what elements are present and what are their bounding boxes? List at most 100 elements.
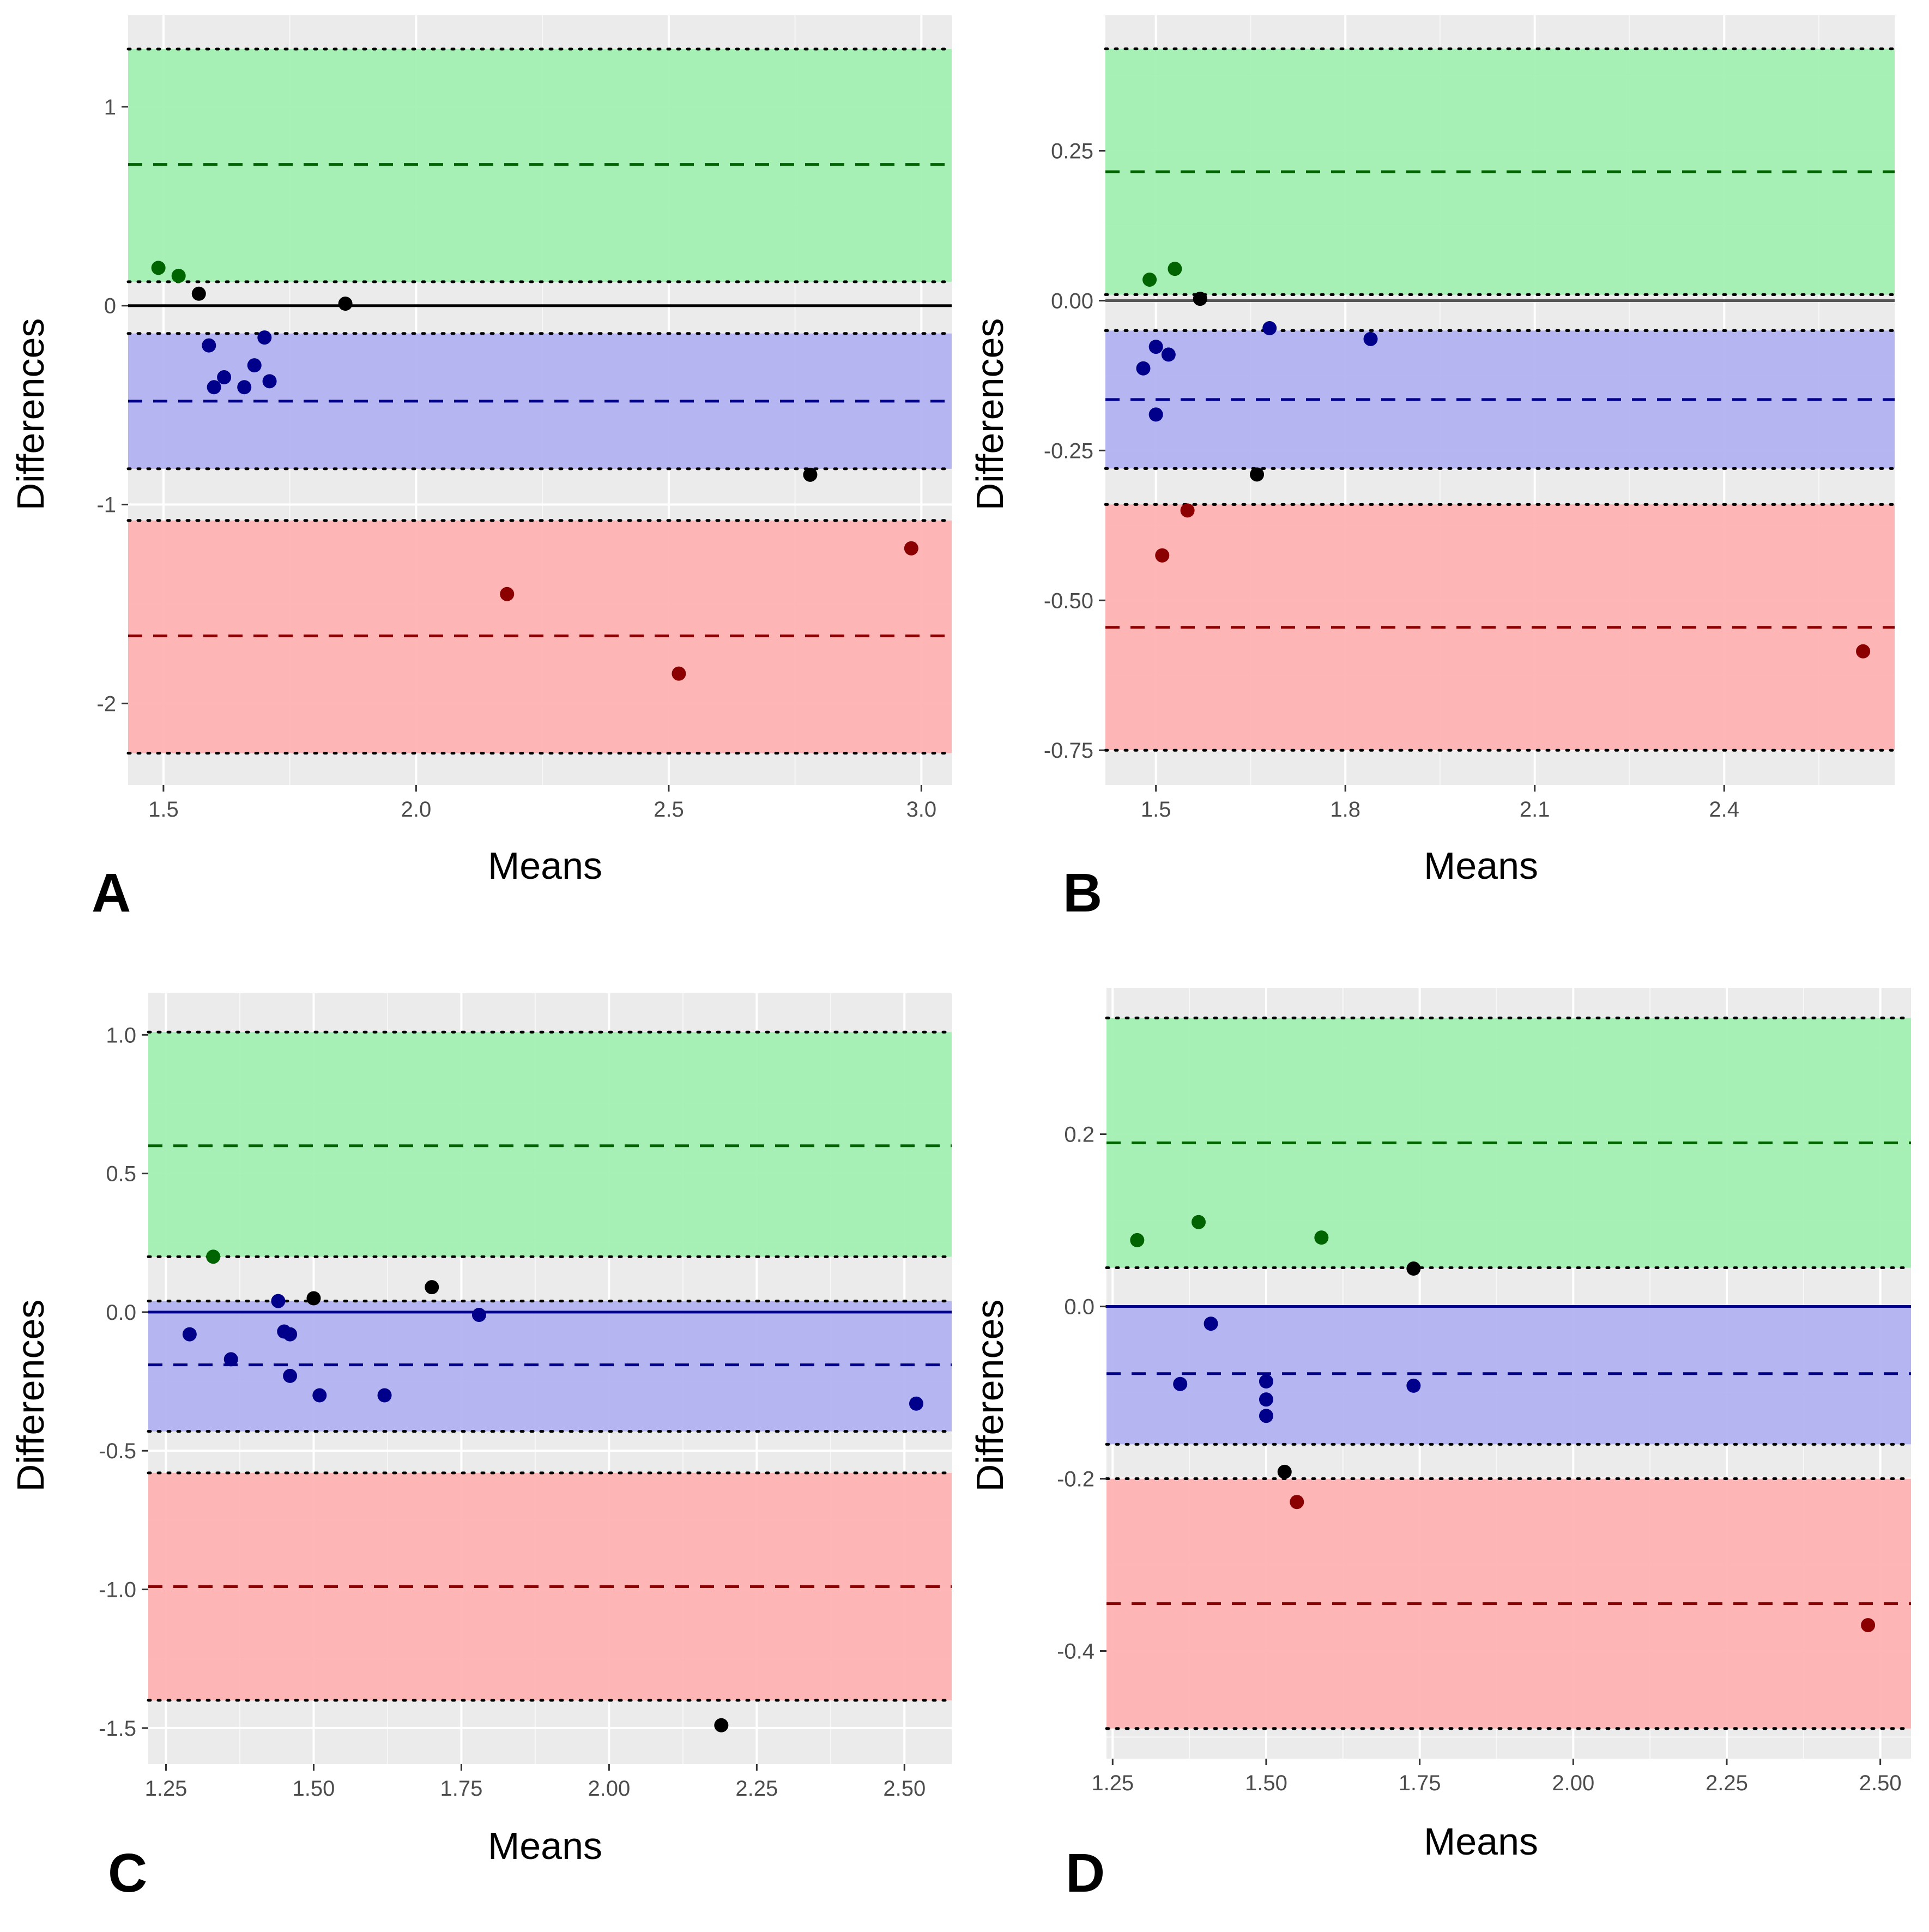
data-point [1173, 1376, 1188, 1391]
data-point [1148, 407, 1163, 422]
y-tick-label: -1 [96, 493, 116, 517]
y-tick-label: -1.0 [99, 1578, 136, 1602]
lower-band [1105, 504, 1895, 751]
panel-d: 1.25 1.50 1.75 2.00 2.25 2.50 -0.4 -0.2 0.0 0.2 Me… [969, 988, 1913, 1904]
data-point [1856, 644, 1871, 659]
data-point [377, 1388, 392, 1403]
data-point [1142, 272, 1157, 287]
y-tick-label: -0.50 [1044, 589, 1093, 613]
panel-letter: B [1063, 862, 1102, 923]
x-tick-label: 2.0 [401, 798, 432, 822]
x-tick-label: 1.25 [1091, 1771, 1134, 1795]
x-axis-title: Means [1424, 1820, 1538, 1863]
y-tick-label: -0.2 [1057, 1468, 1094, 1492]
data-point [1136, 361, 1151, 376]
data-point [206, 1249, 221, 1264]
x-tick-label: 1.5 [148, 798, 179, 822]
data-point [1406, 1261, 1421, 1276]
x-tick-label: 2.00 [588, 1777, 630, 1801]
data-point [171, 268, 186, 283]
y-axis-title: Differences [9, 1300, 52, 1492]
data-point [1180, 503, 1195, 518]
y-tick-label: -0.25 [1044, 439, 1093, 463]
data-point [1192, 1215, 1206, 1229]
data-point [803, 467, 818, 482]
x-tick-label: 2.1 [1520, 798, 1550, 822]
y-tick-label: -1.5 [99, 1717, 136, 1741]
data-point [1193, 292, 1207, 306]
x-tick-label: 2.5 [654, 798, 684, 822]
x-axis-title: Means [488, 1825, 602, 1867]
data-point [672, 666, 686, 681]
data-point [1314, 1230, 1329, 1245]
data-point [1363, 331, 1378, 346]
data-point [500, 587, 515, 601]
y-tick-label: 0.0 [1064, 1295, 1094, 1319]
panel-c: 1.25 1.50 1.75 2.00 2.25 2.50 -1.5 -1.0 -0.5 0.0 0… [9, 993, 953, 1904]
x-tick-label: 1.5 [1141, 798, 1171, 822]
x-axis-title: Means [488, 844, 602, 887]
data-point [1259, 1409, 1273, 1423]
x-tick-label: 1.50 [1245, 1771, 1287, 1795]
data-point [425, 1280, 439, 1295]
y-axis-title: Differences [9, 318, 52, 511]
data-point [1277, 1464, 1292, 1479]
y-tick-label: 0.0 [106, 1301, 136, 1325]
x-tick-label: 1.50 [293, 1777, 335, 1801]
data-point [271, 1294, 286, 1308]
data-point [207, 380, 221, 395]
y-tick-label: -0.4 [1057, 1640, 1094, 1664]
x-tick-label: 2.25 [1706, 1771, 1748, 1795]
x-tick-label: 2.00 [1552, 1771, 1594, 1795]
data-point [182, 1327, 197, 1342]
y-tick-label: 0.25 [1051, 140, 1093, 164]
data-point [1148, 340, 1163, 354]
panel-letter: A [92, 862, 131, 923]
middle-band [1105, 330, 1895, 469]
upper-band [1105, 49, 1895, 295]
panel-b: 1.5 1.8 2.1 2.4 -0.75 -0.50 -0.25 0.00 0.25 Means… [969, 15, 1896, 923]
data-point [262, 374, 277, 389]
data-point [151, 261, 166, 275]
data-point [257, 330, 272, 345]
data-point [1155, 548, 1170, 563]
data-point [1204, 1317, 1218, 1331]
x-tick-label: 2.4 [1709, 798, 1739, 822]
data-point [223, 1352, 238, 1367]
data-point [1262, 321, 1277, 336]
x-tick-label: 2.50 [1859, 1771, 1902, 1795]
data-point [1161, 347, 1176, 362]
upper-band [148, 1032, 952, 1257]
data-point [471, 1308, 486, 1323]
data-point [714, 1718, 729, 1732]
data-point [1290, 1495, 1304, 1510]
data-point [237, 380, 252, 395]
y-tick-label: 1 [104, 95, 116, 119]
panel-letter: D [1066, 1843, 1105, 1904]
data-point [202, 338, 216, 353]
data-point [1259, 1392, 1273, 1407]
y-tick-label: 1.0 [106, 1023, 136, 1047]
x-tick-label: 2.25 [735, 1777, 778, 1801]
x-tick-label: 1.8 [1330, 798, 1360, 822]
y-tick-label: -0.75 [1044, 739, 1093, 763]
data-point [191, 286, 206, 301]
data-point [306, 1291, 321, 1306]
data-point [283, 1327, 298, 1342]
data-point [312, 1388, 327, 1403]
data-point [1250, 467, 1265, 482]
panel-a: 1.5 2.0 2.5 3.0 -2 -1 0 1 Means Differences A [9, 15, 953, 923]
data-point [1861, 1618, 1876, 1633]
data-point [283, 1368, 298, 1383]
x-tick-label: 2.50 [883, 1777, 926, 1801]
data-point [247, 358, 262, 373]
y-tick-label: 0.2 [1064, 1123, 1094, 1147]
y-tick-label: -2 [96, 692, 116, 716]
data-point [1130, 1233, 1145, 1247]
middle-band [1106, 1306, 1911, 1445]
data-point [338, 297, 353, 311]
data-point [1168, 262, 1182, 276]
y-axis-title: Differences [969, 1300, 1011, 1492]
panel-letter: C [108, 1843, 147, 1904]
